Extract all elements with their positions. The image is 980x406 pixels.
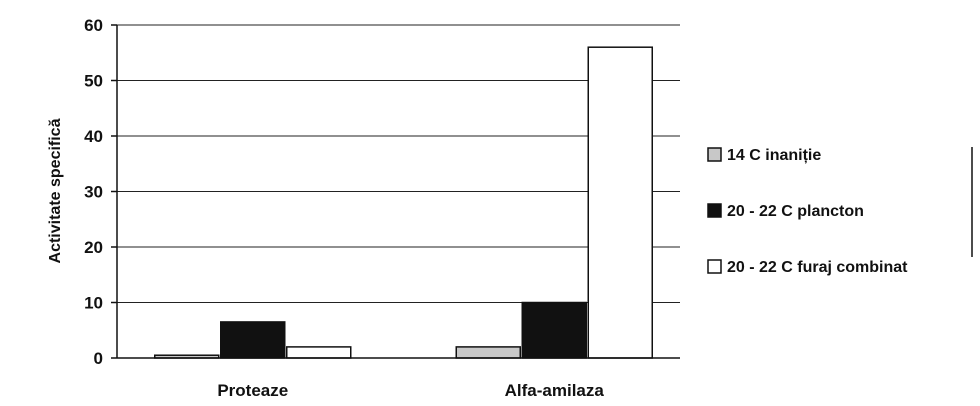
y-tick-label: 60 [84,16,103,35]
bar-1-2 [455,346,521,359]
x-category-label: Alfa-amilaza [505,381,605,400]
legend-swatch [707,259,722,274]
x-category-label: Proteaze [217,381,288,400]
legend-label: 20 - 22 C plancton [727,203,864,220]
legend-swatch [707,147,722,162]
legend-label: 14 C inaniție [727,147,821,164]
y-tick-label: 40 [84,127,103,146]
legend: 14 C inaniție 20 - 22 C plancton 20 - 22 C… [707,147,973,276]
bar-2-2 [521,301,587,359]
legend-label: 20 - 22 C furaj combinat [727,259,908,276]
y-tick-label: 0 [94,349,103,368]
y-tick-label: 30 [84,183,103,202]
y-tick-labels: 0 10 20 30 40 50 60 [84,16,117,368]
y-axis-label: Activitate specifică [47,118,64,263]
bars [154,46,653,359]
x-category-labels: Proteaze Alfa-amilaza [217,381,604,400]
legend-swatch [707,203,722,218]
y-tick-label: 20 [84,238,103,257]
bar-3-2 [587,46,653,359]
y-tick-label: 50 [84,72,103,91]
y-tick-label: 10 [84,294,103,313]
bar-2-1 [220,321,286,359]
bar-3-1 [286,346,352,359]
